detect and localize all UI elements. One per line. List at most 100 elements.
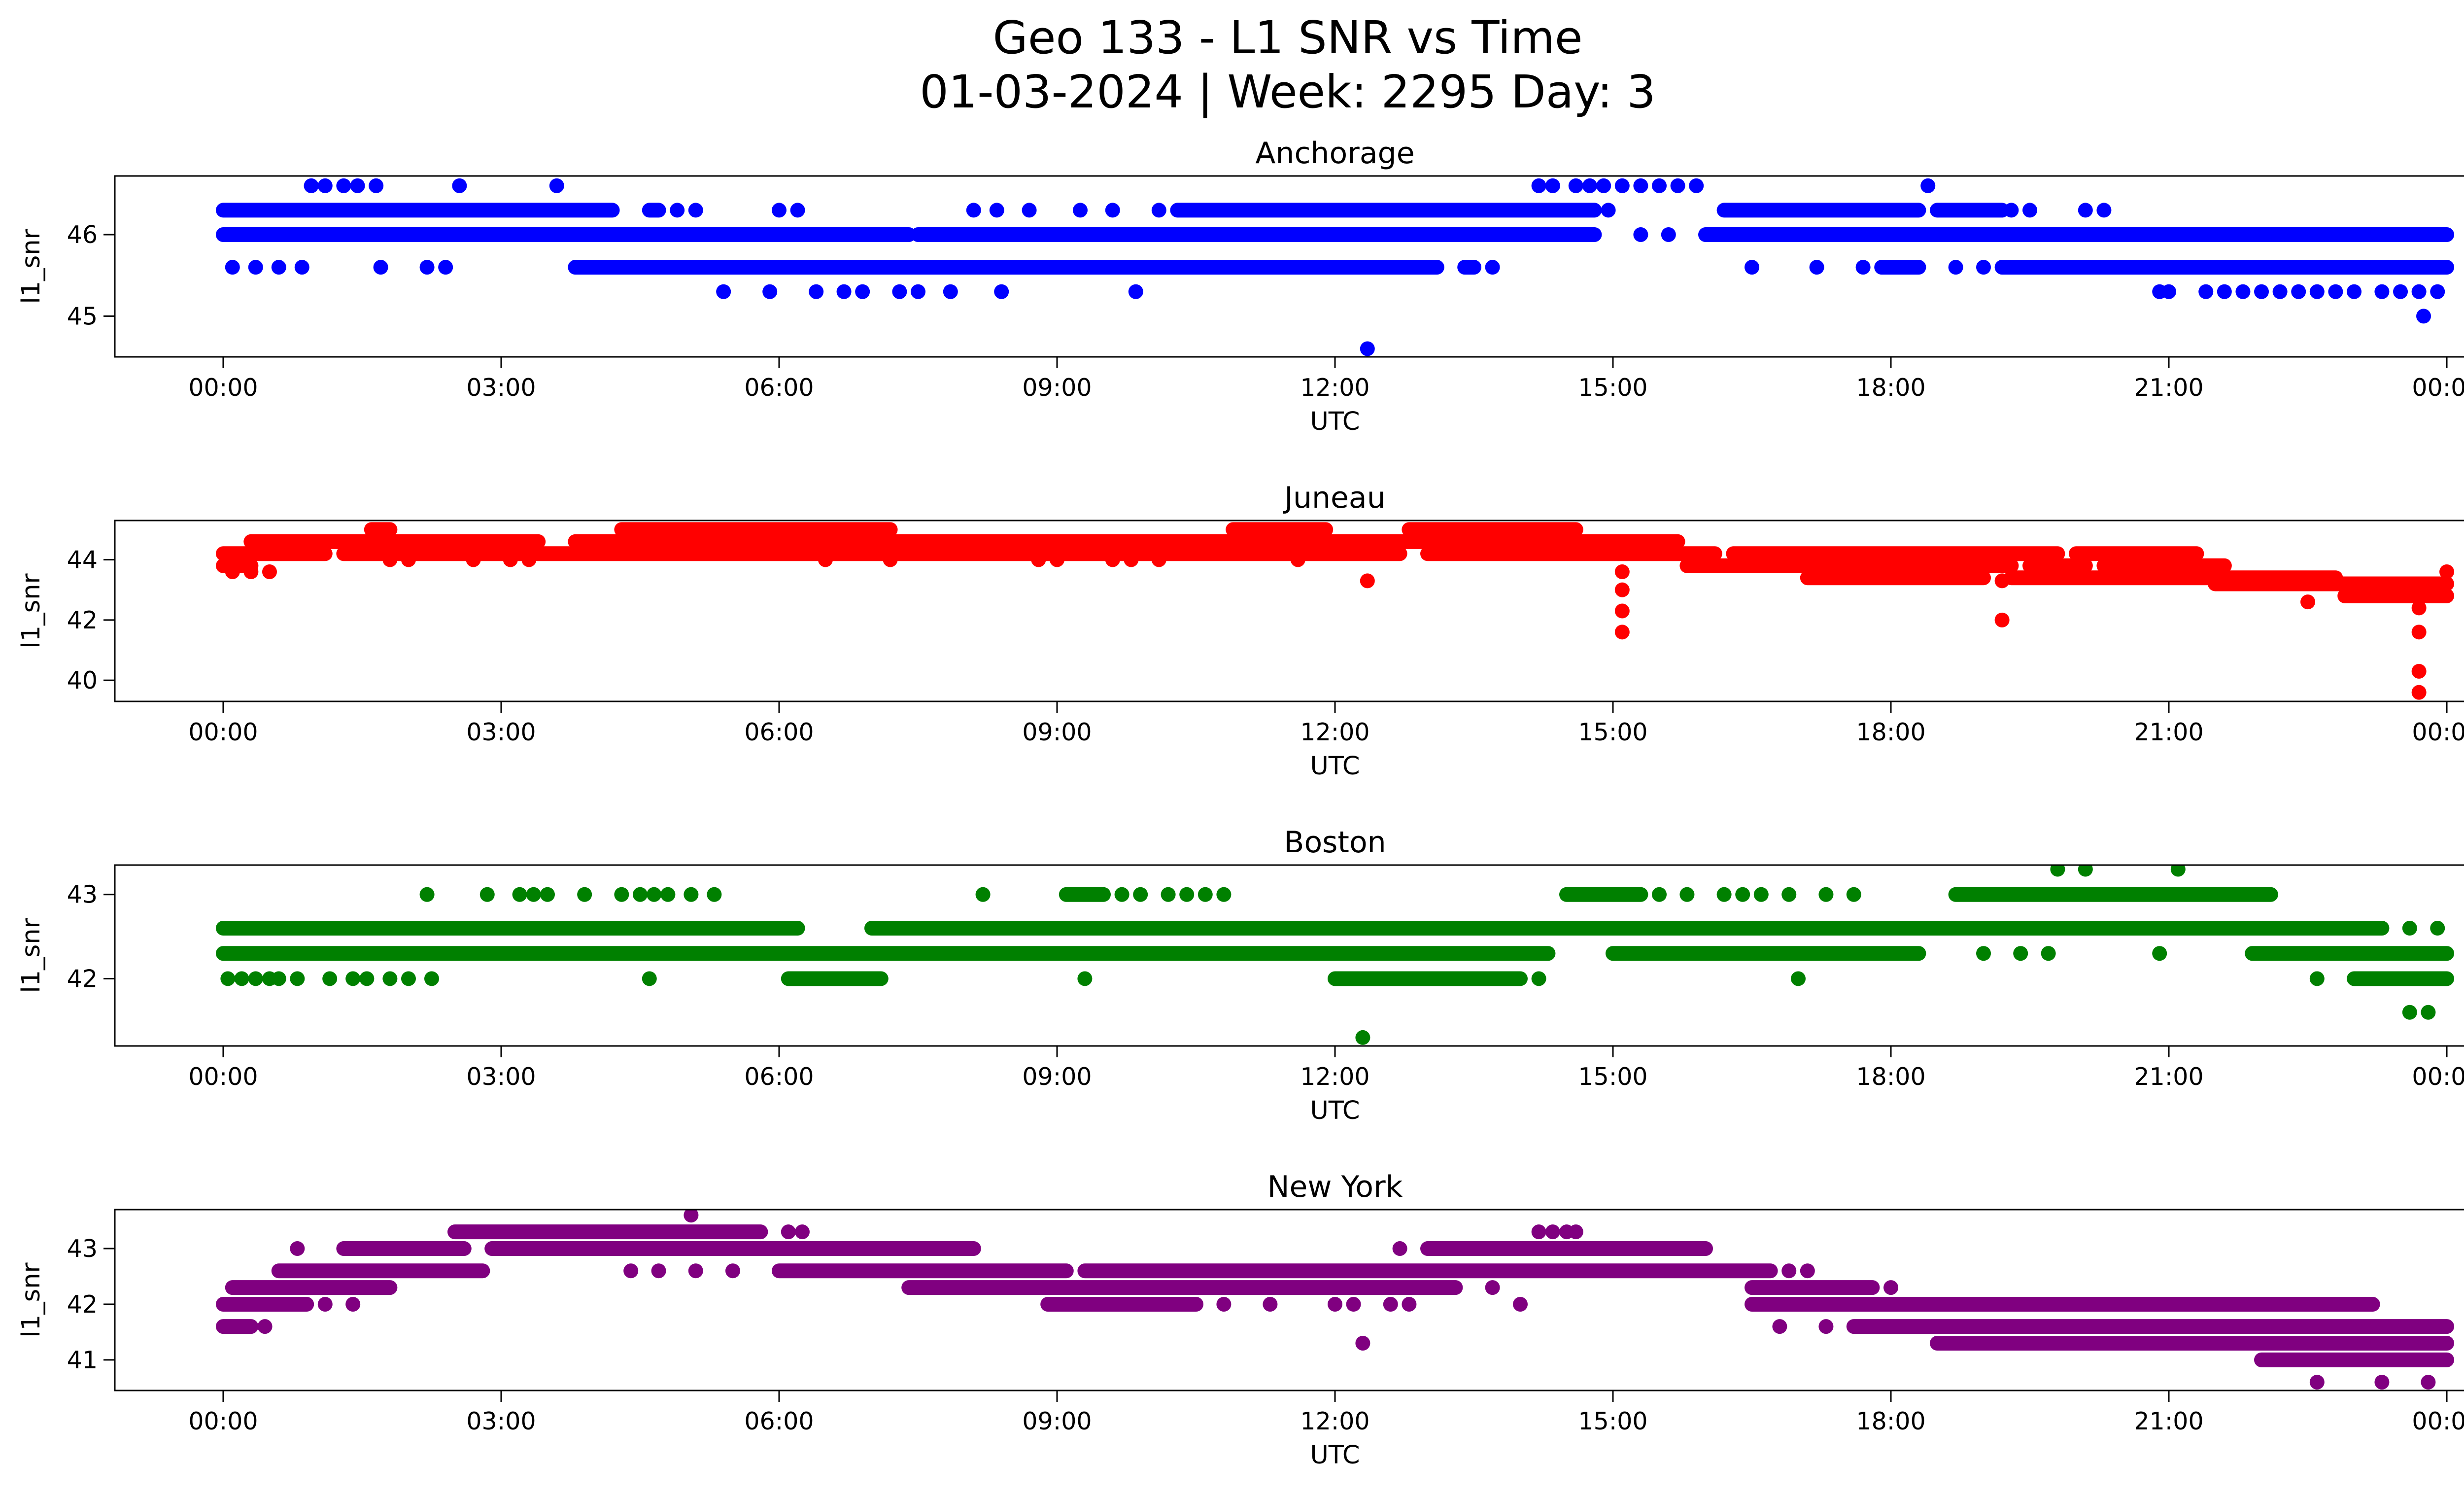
data-point [614, 887, 629, 902]
data-point [424, 971, 439, 986]
x-tick-label: 06:00 [744, 1407, 814, 1435]
x-tick-label: 09:00 [1022, 718, 1092, 746]
data-point [1753, 887, 1769, 902]
data-point [1355, 1336, 1370, 1351]
data-point [790, 203, 805, 218]
data-point [1198, 887, 1213, 902]
data-point [401, 971, 416, 986]
data-point-run [215, 227, 917, 243]
data-point [2152, 946, 2167, 961]
data-point [1355, 1030, 1370, 1045]
data-point [2291, 284, 2306, 299]
data-point-run [1745, 1280, 1880, 1295]
data-point [660, 887, 676, 902]
data-point [382, 971, 398, 986]
data-point [2347, 284, 2362, 299]
data-point [2272, 284, 2288, 299]
x-tick-label: 00:00 [2412, 718, 2464, 746]
data-point [1216, 1296, 1232, 1312]
data-point-run [1726, 546, 2065, 561]
data-point [1781, 1263, 1797, 1279]
data-point [317, 178, 333, 193]
data-point [2022, 203, 2038, 218]
data-point [1745, 260, 1760, 275]
data-point [855, 284, 870, 299]
data-point [234, 971, 249, 986]
data-point [2217, 284, 2232, 299]
data-point-run [2208, 576, 2455, 591]
data-point [1531, 1224, 1546, 1240]
data-point-run [336, 546, 1407, 561]
data-point [248, 971, 263, 986]
data-point [2430, 284, 2445, 299]
data-point-run [215, 946, 1556, 961]
data-point [1689, 178, 1704, 193]
data-point [1545, 1224, 1560, 1240]
data-point [684, 887, 699, 902]
data-marks [215, 178, 2455, 356]
y-tick-label: 43 [67, 1235, 98, 1263]
data-point [419, 260, 435, 275]
x-tick-label: 12:00 [1300, 374, 1369, 402]
data-point [1263, 1296, 1278, 1312]
data-point [1485, 1280, 1500, 1295]
y-tick-label: 46 [67, 221, 98, 249]
data-point-run [1846, 1319, 2455, 1334]
data-point [2078, 865, 2093, 877]
data-marks [215, 1210, 2455, 1390]
x-axis-label: UTC [1310, 1096, 1360, 1125]
data-point [1679, 887, 1695, 902]
data-point [322, 971, 338, 986]
data-point [271, 534, 286, 549]
data-point [1531, 178, 1546, 193]
data-point [892, 284, 907, 299]
data-point [1716, 887, 1732, 902]
x-tick-label: 03:00 [466, 374, 536, 402]
x-tick-label: 00:00 [188, 718, 258, 746]
subplot-title: Boston [1284, 825, 1386, 860]
data-point [1601, 203, 1616, 218]
data-point-run [771, 1263, 1074, 1279]
y-tick-label: 42 [67, 1290, 98, 1319]
data-point [809, 284, 824, 299]
data-point [271, 260, 286, 275]
x-tick-label: 06:00 [744, 374, 814, 402]
y-tick-label: 44 [67, 546, 98, 574]
x-tick-label: 06:00 [744, 1063, 814, 1091]
data-point [2254, 284, 2269, 299]
data-point [684, 1210, 699, 1223]
data-point [994, 284, 1009, 299]
data-point [1652, 887, 1667, 902]
data-point-run [1420, 546, 1722, 561]
data-point [2328, 284, 2343, 299]
data-point-run [1420, 1241, 1713, 1256]
data-point [1049, 552, 1064, 567]
data-point [2411, 625, 2427, 640]
data-point-run [568, 260, 1444, 275]
data-point [1346, 1296, 1361, 1312]
data-point [647, 887, 662, 902]
data-point-run [2347, 971, 2455, 986]
data-point [1855, 260, 1871, 275]
data-point [452, 178, 467, 193]
data-point [2411, 600, 2427, 616]
data-point [1994, 612, 2010, 627]
data-point [2374, 1375, 2390, 1390]
x-tick-label: 15:00 [1578, 1063, 1647, 1091]
data-point [2439, 564, 2455, 579]
data-point [1948, 260, 1963, 275]
data-point [2198, 284, 2214, 299]
data-point [707, 887, 722, 902]
data-point [688, 1263, 703, 1279]
data-point [345, 971, 361, 986]
x-tick-label: 15:00 [1578, 374, 1647, 402]
data-point [1531, 971, 1546, 986]
data-point [1031, 552, 1046, 567]
data-point-run [642, 203, 666, 218]
data-point-run [1170, 203, 1602, 218]
x-tick-label: 00:00 [188, 1407, 258, 1435]
data-point-run [447, 1224, 768, 1240]
data-point [2374, 284, 2390, 299]
data-point [1151, 203, 1166, 218]
data-point-run [1040, 1296, 1203, 1312]
